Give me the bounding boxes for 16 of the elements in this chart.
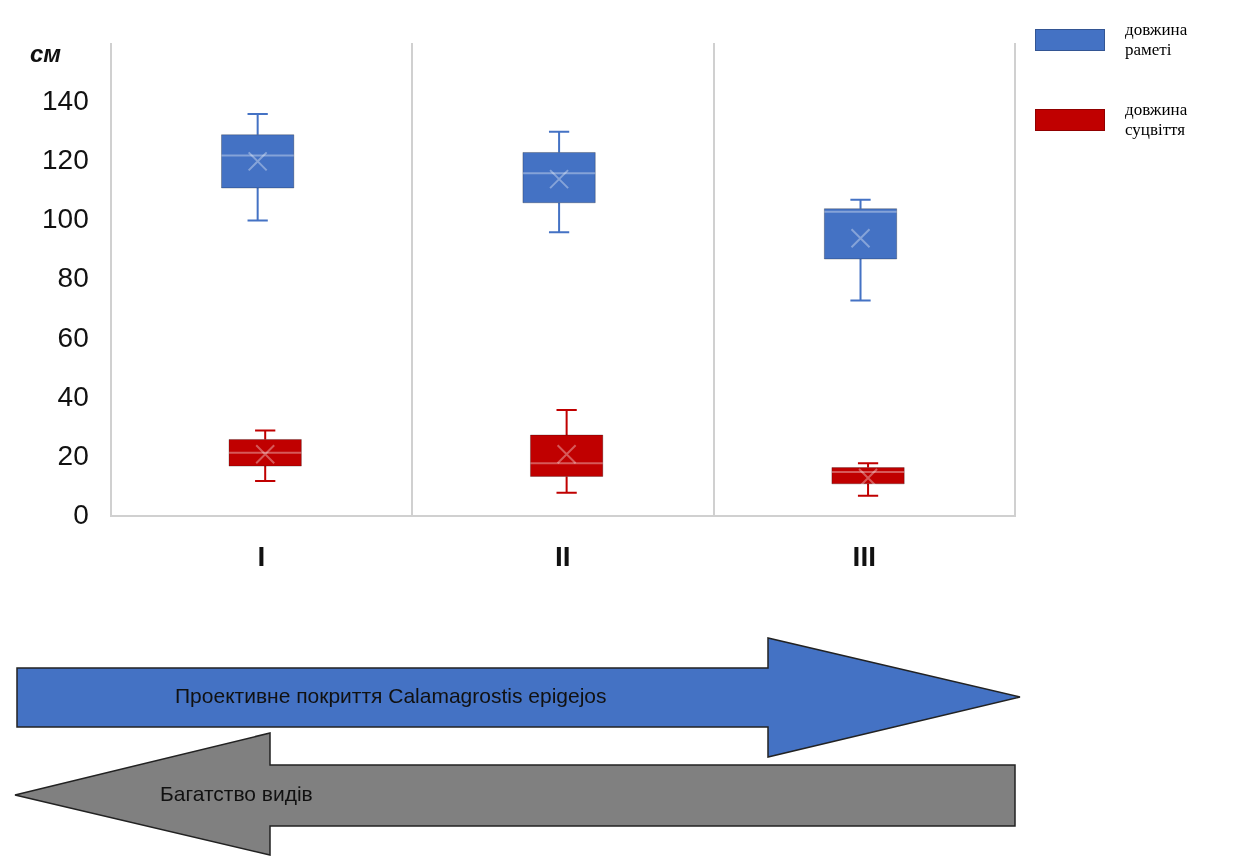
y-tick-label: 0 <box>73 499 89 531</box>
text: Багатство видів <box>160 782 313 806</box>
y-tick-label: 100 <box>42 203 89 235</box>
legend-label: довжина раметі <box>1125 20 1189 60</box>
y-tick-label: 60 <box>57 321 89 353</box>
legend-label: довжина суцвіття <box>1125 100 1189 140</box>
y-tick-label: 140 <box>42 84 89 116</box>
text: Проективне покриття Calamagrostis epigejos <box>175 684 607 708</box>
y-tick-label: 80 <box>57 262 89 294</box>
y-tick-label: 40 <box>57 380 89 412</box>
x-tick-label: I <box>257 540 266 572</box>
x-tick-label: II <box>555 540 571 572</box>
x-tick-label: III <box>852 540 876 572</box>
y-axis-title: см <box>30 39 62 67</box>
y-tick-label: 20 <box>57 439 89 471</box>
y-tick-label: 120 <box>42 144 89 176</box>
